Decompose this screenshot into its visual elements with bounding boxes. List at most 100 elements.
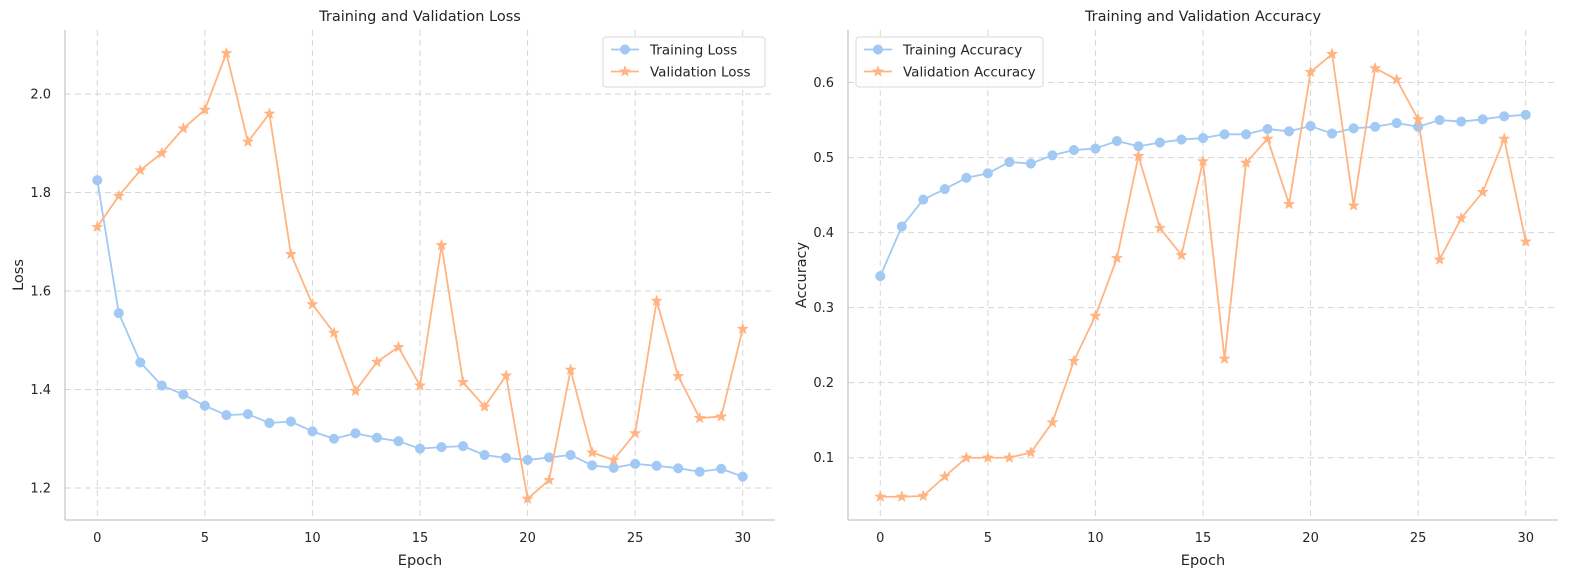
loss-x-tick-label: 25 xyxy=(627,531,644,546)
validation-accuracy-point xyxy=(917,490,929,501)
training-loss-point xyxy=(457,441,469,452)
training-accuracy-point xyxy=(1456,116,1467,127)
training-loss-point xyxy=(393,436,404,447)
training-loss-point xyxy=(436,442,447,453)
legend-marker-validation-accuracy xyxy=(872,65,884,77)
training-loss-point xyxy=(135,357,146,368)
training-accuracy-point xyxy=(1262,124,1273,135)
validation-loss-point xyxy=(715,410,727,422)
training-accuracy-point xyxy=(1176,134,1187,145)
loss-x-tick-label: 30 xyxy=(734,531,751,546)
validation-loss-point xyxy=(608,454,620,465)
accuracy-y-axis-label: Accuracy xyxy=(794,241,810,308)
accuracy-grid xyxy=(847,30,1558,521)
training-loss-point xyxy=(651,460,662,471)
training-loss-point xyxy=(328,433,339,444)
loss-y-tick-label: 1.2 xyxy=(30,481,51,496)
accuracy-y-tick-label: 0.6 xyxy=(813,76,834,91)
validation-loss-point xyxy=(113,190,125,201)
training-accuracy-point xyxy=(875,271,886,282)
validation-loss-point xyxy=(672,370,684,382)
accuracy-x-tick-label: 0 xyxy=(876,531,884,546)
validation-loss-point xyxy=(156,147,168,158)
loss-y-tick-label: 1.6 xyxy=(30,285,51,300)
validation-accuracy-point xyxy=(1197,155,1209,167)
training-loss-point xyxy=(199,400,210,411)
validation-loss-point xyxy=(651,294,663,306)
training-loss-point xyxy=(479,449,490,461)
validation-loss-point xyxy=(500,369,512,381)
validation-accuracy-point xyxy=(874,490,886,502)
validation-loss-point xyxy=(629,427,641,439)
legend-marker-validation-loss xyxy=(619,65,631,77)
training-accuracy-point xyxy=(1025,158,1036,169)
training-accuracy-point xyxy=(1111,136,1122,147)
training-accuracy-point xyxy=(939,184,950,195)
loss-x-tick-label: 15 xyxy=(412,531,429,546)
validation-loss-point xyxy=(306,298,319,310)
accuracy-y-tick-label: 0.4 xyxy=(813,226,834,241)
validation-accuracy-point xyxy=(1520,235,1532,247)
validation-loss-point xyxy=(586,446,598,458)
validation-loss-point xyxy=(478,400,491,412)
training-accuracy-point xyxy=(918,194,929,205)
loss-y-axis-label: Loss xyxy=(11,259,27,291)
validation-loss-point xyxy=(457,376,469,387)
loss-grid xyxy=(64,30,775,521)
validation-accuracy-point xyxy=(1261,132,1274,144)
loss-tick-labels: 0 5 10 15 20 25 30 1.2 1.4 1.6 1.8 2.0 xyxy=(30,88,751,546)
validation-accuracy-point xyxy=(1175,249,1188,260)
training-loss-point xyxy=(371,432,383,443)
validation-loss-point xyxy=(220,47,232,58)
validation-accuracy-point xyxy=(1347,199,1360,211)
loss-chart-panel: Training and Validation Loss Epoch Loss … xyxy=(11,9,775,569)
validation-accuracy-point xyxy=(1089,310,1102,321)
training-loss-point xyxy=(113,308,124,319)
accuracy-x-tick-label: 20 xyxy=(1302,531,1319,546)
training-loss-point xyxy=(285,416,296,427)
validation-accuracy-point xyxy=(1391,73,1403,85)
training-loss-point xyxy=(221,410,232,421)
training-accuracy-point xyxy=(1348,123,1359,134)
validation-loss-point xyxy=(134,164,146,176)
validation-accuracy-point xyxy=(1046,416,1059,428)
accuracy-x-tick-label: 10 xyxy=(1087,531,1104,546)
validation-accuracy-point xyxy=(960,451,972,463)
training-accuracy-point xyxy=(982,168,993,179)
training-accuracy-point xyxy=(1133,141,1144,152)
accuracy-chart-title: Training and Validation Accuracy xyxy=(1084,9,1322,25)
loss-x-tick-label: 20 xyxy=(519,531,536,546)
training-accuracy-point xyxy=(1154,137,1166,148)
training-loss-point xyxy=(156,380,167,391)
validation-accuracy-point xyxy=(1154,222,1166,233)
accuracy-x-tick-label: 15 xyxy=(1195,531,1212,546)
loss-y-tick-label: 1.4 xyxy=(30,383,51,398)
validation-accuracy-point xyxy=(1412,113,1424,125)
loss-x-tick-label: 5 xyxy=(201,531,209,546)
validation-accuracy-point xyxy=(1218,352,1231,364)
training-loss-point xyxy=(587,460,598,471)
legend-label-validation-loss: Validation Loss xyxy=(650,65,751,81)
validation-accuracy-point xyxy=(1304,66,1317,77)
training-accuracy-point xyxy=(1370,121,1381,132)
validation-loss-point xyxy=(177,122,189,134)
training-loss-point xyxy=(264,417,275,429)
validation-loss-point xyxy=(242,135,254,147)
training-accuracy-point xyxy=(1499,111,1510,122)
validation-accuracy-point xyxy=(1455,212,1467,224)
validation-loss-point xyxy=(263,107,276,119)
legend-marker-training-accuracy xyxy=(872,44,884,55)
training-accuracy-point xyxy=(1434,114,1445,126)
training-accuracy-point xyxy=(1327,128,1338,139)
training-loss-point xyxy=(694,466,705,477)
legend-label-validation-accuracy: Validation Accuracy xyxy=(903,65,1036,81)
legend-item-training-loss: Training Loss xyxy=(611,43,737,59)
training-accuracy-point xyxy=(1305,120,1316,132)
accuracy-chart-panel: Training and Validation Accuracy Epoch A… xyxy=(794,9,1558,569)
training-loss-point xyxy=(350,428,361,439)
validation-accuracy-point xyxy=(1498,132,1510,144)
training-loss-point xyxy=(737,471,748,482)
accuracy-x-tick-label: 25 xyxy=(1410,531,1427,546)
validation-accuracy-point xyxy=(939,470,951,482)
